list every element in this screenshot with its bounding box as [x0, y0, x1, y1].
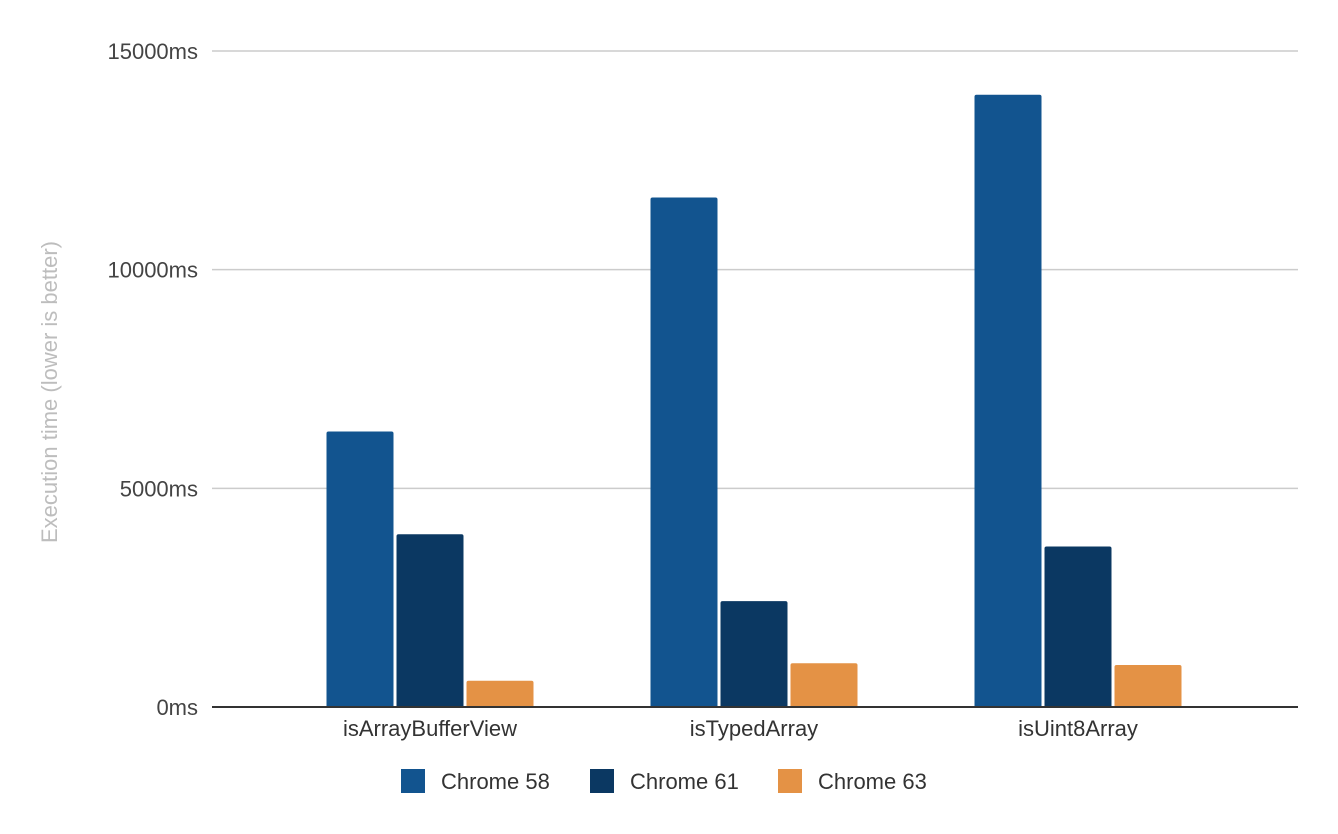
- y-axis-title: Execution time (lower is better): [37, 241, 62, 543]
- bar: [1114, 665, 1182, 707]
- legend-swatch: [778, 769, 802, 793]
- legend-swatch: [590, 769, 614, 793]
- bars: [326, 94, 1182, 708]
- y-tick-label: 5000ms: [120, 476, 198, 501]
- x-axis-categories: isArrayBufferView isTypedArray isUint8Arra…: [343, 716, 1138, 741]
- bar: [396, 534, 464, 707]
- bar: [466, 680, 534, 707]
- bar: [720, 601, 788, 707]
- bar: [1044, 546, 1112, 707]
- y-tick-label: 15000ms: [107, 39, 198, 64]
- bar: [326, 431, 394, 707]
- bar: [974, 94, 1042, 707]
- gridlines: [212, 50, 1298, 490]
- legend: Chrome 58 Chrome 61 Chrome 63: [401, 769, 927, 794]
- y-tick-label: 0ms: [156, 695, 198, 720]
- legend-label: Chrome 63: [818, 769, 927, 794]
- bar: [650, 197, 718, 708]
- bar: [790, 663, 858, 707]
- x-category-label: isTypedArray: [690, 716, 818, 741]
- y-tick-label: 10000ms: [107, 258, 198, 283]
- legend-label: Chrome 58: [441, 769, 550, 794]
- x-category-label: isUint8Array: [1018, 716, 1138, 741]
- legend-label: Chrome 61: [630, 769, 739, 794]
- x-category-label: isArrayBufferView: [343, 716, 517, 741]
- y-axis-ticks: 0ms 5000ms 10000ms 15000ms: [107, 39, 198, 720]
- legend-swatch: [401, 769, 425, 793]
